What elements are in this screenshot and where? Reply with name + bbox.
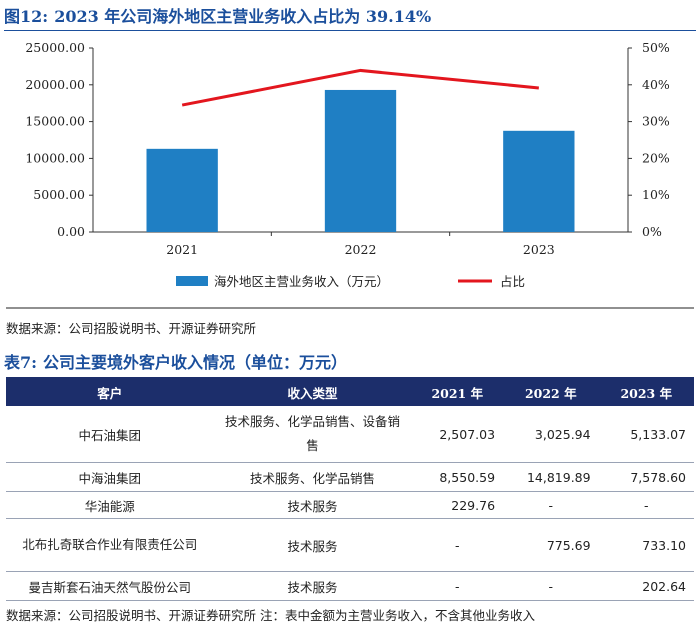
revenue-chart: 0.00 5000.00 10000.00 15000.00 20000.00 25000… <box>6 40 694 309</box>
header-customer: 客户 <box>6 378 214 406</box>
header-2023: 2023 年 <box>598 378 694 406</box>
cell-type: 技术服务 <box>213 491 412 519</box>
y-tick-label-left: 10000.00 <box>25 150 85 165</box>
table-header-row: 客户 收入类型 2021 年 2022 年 2023 年 <box>6 378 694 406</box>
cell-type: 技术服务 <box>213 571 412 601</box>
y-tick-label-left: 20000.00 <box>25 77 85 92</box>
bar <box>503 130 575 232</box>
table-title-text: 公司主要境外客户收入情况（单位：万元） <box>43 353 348 372</box>
legend-label-line: 占比 <box>500 274 525 289</box>
y-tick-label-right: 40% <box>642 77 670 92</box>
figure-title: 图12: 2023 年公司海外地区主营业务收入占比为 39.14% <box>4 4 696 31</box>
cell-2023: 733.10 <box>598 518 694 572</box>
figure-title-text: 2023 年公司海外地区主营业务收入占比为 39.14% <box>54 7 432 26</box>
cell-customer: 中海油集团 <box>6 462 214 492</box>
y-tick-label-right: 20% <box>642 150 670 165</box>
cell-customer: 北布扎奇联合作业有限责任公司 <box>6 518 214 572</box>
header-2021: 2021 年 <box>411 378 504 406</box>
cell-type: 技术服务、化学品销售 <box>213 462 412 492</box>
cell-2022: - <box>503 571 599 601</box>
cell-2022: 14,819.89 <box>503 462 599 492</box>
cell-type: 技术服务 <box>213 518 412 572</box>
y-tick-label-right: 30% <box>642 114 670 129</box>
x-tick-label: 2022 <box>345 242 377 257</box>
cell-customer: 中石油集团 <box>6 406 214 463</box>
x-tick-label: 2021 <box>166 242 198 257</box>
y-tick-label-right: 10% <box>642 187 670 202</box>
cell-2023: 202.64 <box>598 571 694 601</box>
cell-2021: 8,550.59 <box>411 462 504 492</box>
customer-revenue-table: 客户 收入类型 2021 年 2022 年 2023 年 中石油集团 技术服务、… <box>6 378 694 601</box>
y-tick-label-left: 15000.00 <box>25 114 85 129</box>
legend-swatch-bar <box>176 276 208 286</box>
share-line <box>181 68 539 107</box>
header-2022: 2022 年 <box>503 378 599 406</box>
table-source-note: 数据来源：公司招股说明书、开源证券研究所 注：表中金额为主营业务收入，不含其他业… <box>6 608 535 623</box>
header-type: 收入类型 <box>213 378 412 406</box>
legend-label-bar: 海外地区主营业务收入（万元） <box>214 274 389 289</box>
cell-2022: 3,025.94 <box>503 406 599 463</box>
table-row: 中石油集团 技术服务、化学品销售、设备销售 2,507.03 3,025.94 … <box>6 406 694 463</box>
cell-2021: - <box>411 571 504 601</box>
table-title: 表7: 公司主要境外客户收入情况（单位：万元） <box>4 352 696 374</box>
table-top-rule <box>6 377 694 378</box>
cell-2023: 7,578.60 <box>598 462 694 492</box>
cell-2023: 5,133.07 <box>598 406 694 463</box>
cell-2022: - <box>503 491 599 519</box>
bar <box>146 148 218 232</box>
cell-2023: - <box>598 491 694 519</box>
y-tick-label-left: 25000.00 <box>25 40 85 55</box>
table-label: 表7: <box>4 353 38 372</box>
cell-2022: 775.69 <box>503 518 599 572</box>
cell-2021: 229.76 <box>411 491 504 519</box>
chart-source: 数据来源：公司招股说明书、开源证券研究所 <box>6 321 257 336</box>
cell-type: 技术服务、化学品销售、设备销售 <box>213 406 412 463</box>
table-row: 曼吉斯套石油天然气股份公司 技术服务 - - 202.64 <box>6 571 694 601</box>
bar <box>324 89 397 232</box>
cell-2021: - <box>411 518 504 572</box>
x-tick-label: 2023 <box>523 242 555 257</box>
table-row: 华油能源 技术服务 229.76 - - <box>6 491 694 519</box>
cell-customer: 华油能源 <box>6 491 214 519</box>
y-tick-label-left: 0.00 <box>57 224 85 239</box>
y-tick-label-left: 5000.00 <box>33 187 85 202</box>
table-row: 北布扎奇联合作业有限责任公司 技术服务 - 775.69 733.10 <box>6 518 694 572</box>
table-row: 中海油集团 技术服务、化学品销售 8,550.59 14,819.89 7,57… <box>6 462 694 492</box>
y-tick-label-right: 0% <box>642 224 662 239</box>
cell-customer: 曼吉斯套石油天然气股份公司 <box>6 571 214 601</box>
cell-2021: 2,507.03 <box>411 406 504 463</box>
y-tick-label-right: 50% <box>642 40 670 55</box>
figure-label: 图12: <box>4 7 49 26</box>
